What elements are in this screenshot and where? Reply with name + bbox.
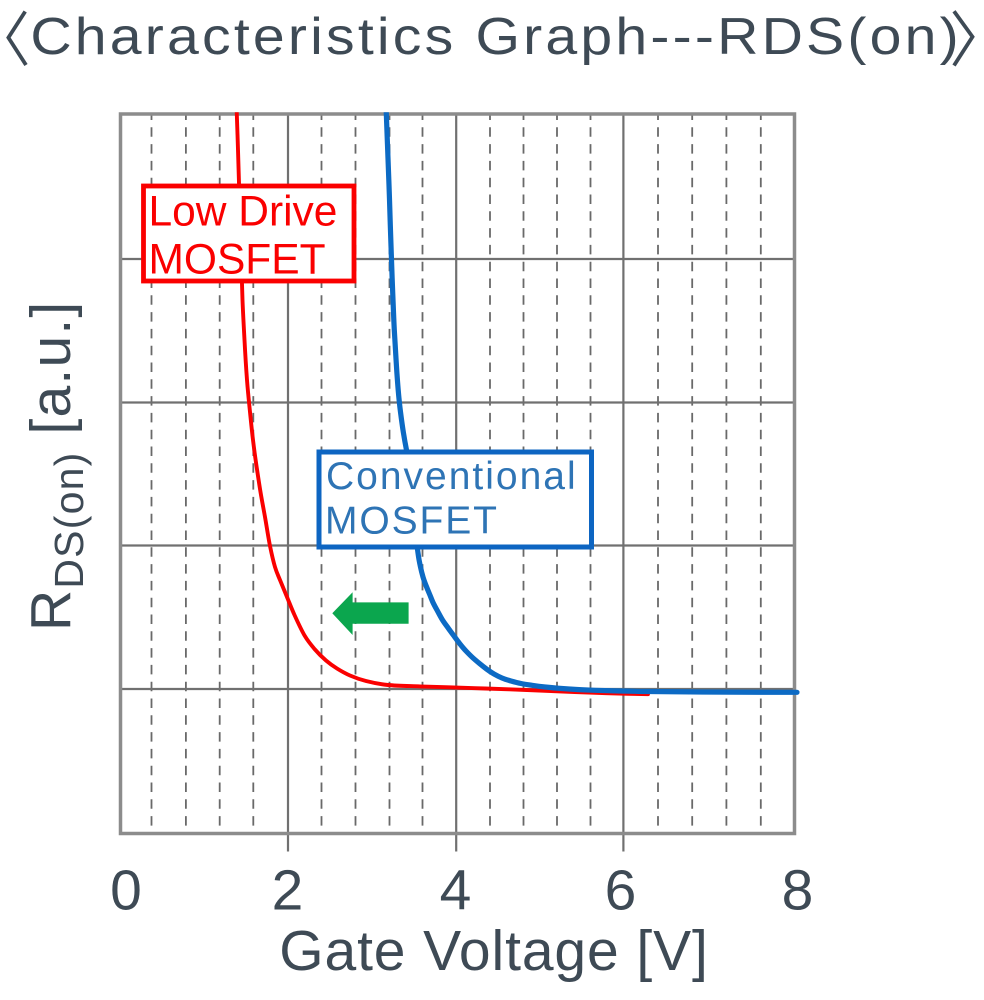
- svg-text:MOSFET: MOSFET: [325, 500, 499, 543]
- svg-text:6: 6: [605, 859, 637, 923]
- svg-text:Gate Voltage [V]: Gate Voltage [V]: [279, 919, 709, 983]
- svg-text:8: 8: [782, 859, 814, 923]
- svg-text:MOSFET: MOSFET: [149, 237, 326, 284]
- svg-text:Low Drive: Low Drive: [149, 189, 338, 236]
- svg-text:Characteristics Graph---RDS(on: Characteristics Graph---RDS(on): [30, 7, 962, 65]
- svg-text:4: 4: [440, 859, 472, 923]
- svg-text:0: 0: [110, 859, 142, 923]
- svg-text:Conventional: Conventional: [326, 455, 578, 498]
- svg-text:2: 2: [272, 859, 304, 923]
